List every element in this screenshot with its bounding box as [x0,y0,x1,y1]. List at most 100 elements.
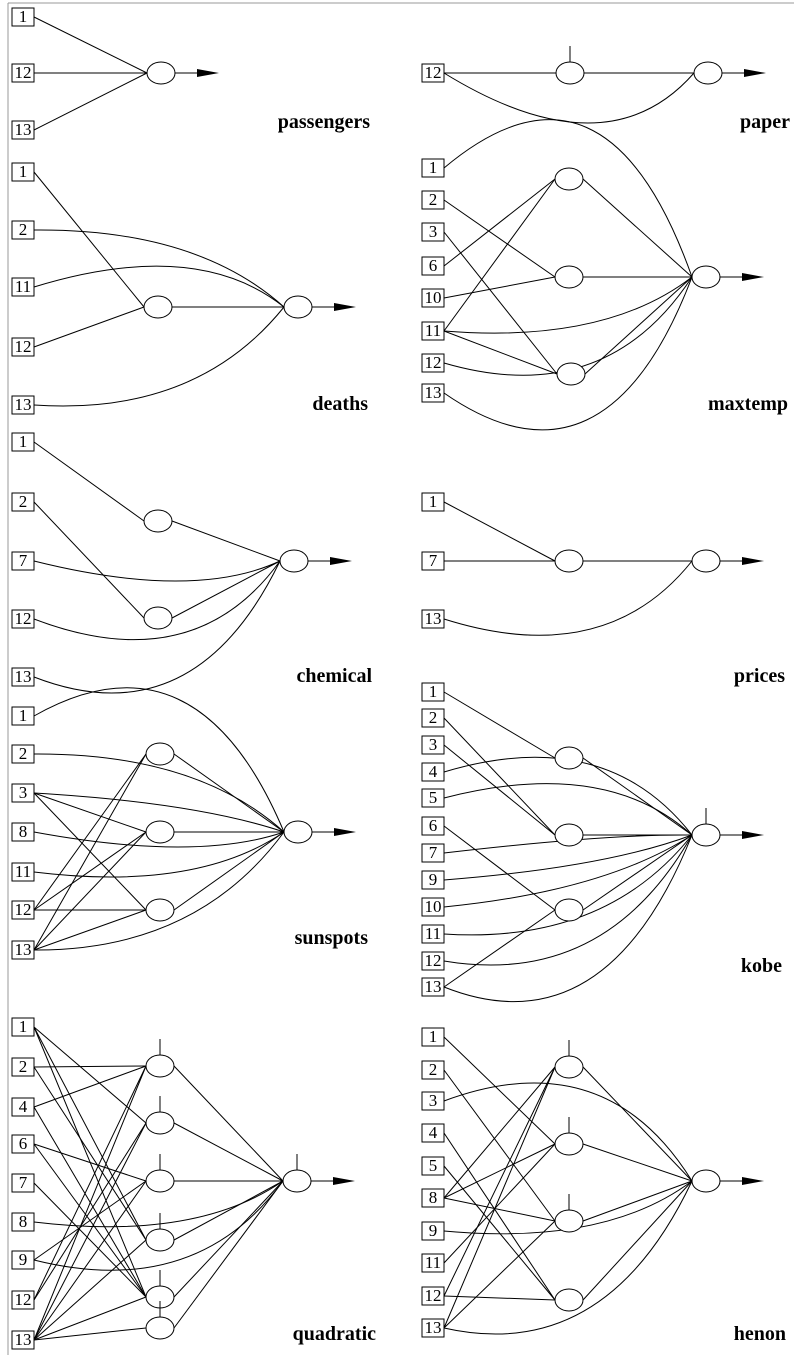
connection [173,1122,284,1182]
input-label: 8 [19,1212,28,1231]
input-label: 11 [15,277,31,296]
connection [33,753,147,951]
connection [33,501,145,619]
hidden-node [554,1132,584,1156]
output-node [282,1169,312,1193]
input-box [421,158,445,178]
input-label: 12 [15,609,32,628]
input-box [421,1156,445,1176]
connection [33,16,148,74]
connection [33,1122,147,1301]
hidden-node [143,606,173,630]
connection [443,834,693,936]
input-box [421,288,445,308]
output-node [283,295,313,319]
input-box [11,7,35,27]
input-box [11,783,35,803]
arrow-head [334,828,356,836]
connection [173,1180,284,1329]
input-label: 6 [429,816,438,835]
arrow-head [742,1177,764,1185]
connection [171,520,281,562]
connection [443,744,556,836]
input-label: 13 [15,395,32,414]
connection [582,1066,693,1182]
connection [33,1065,147,1301]
connection [33,1182,147,1298]
input-label: 10 [425,897,442,916]
hidden-node [145,820,175,844]
arrow-head [742,557,764,565]
input-box [421,897,445,917]
connection [443,909,556,988]
input-box [11,940,35,960]
input-box [11,1057,35,1077]
connection [173,1180,284,1241]
connection [443,1066,556,1199]
input-box [421,1091,445,1111]
connection [443,825,556,911]
connection [582,1180,693,1222]
input-box [11,1097,35,1117]
input-label: 2 [429,190,438,209]
input-label: 4 [429,1123,438,1142]
input-label: 2 [19,744,28,763]
connection [582,1143,693,1182]
hidden-node [554,265,584,289]
connection [33,831,285,878]
connection [33,1026,147,1124]
connection [443,783,693,836]
input-box [11,706,35,726]
input-box [11,1017,35,1037]
input-box [421,1188,445,1208]
hidden-node [145,1316,175,1340]
input-box [11,1212,35,1232]
input-box [421,222,445,242]
input-box [11,63,35,83]
output-node [279,549,309,573]
connection [443,178,556,332]
arrow-head [334,303,356,311]
input-label: 12 [425,353,442,372]
connection [33,831,285,951]
connection [33,72,148,131]
hidden-node [143,509,173,533]
panel-name: quadratic [293,1323,376,1345]
output-node [693,61,723,85]
input-box [11,667,35,687]
hidden-node [145,898,175,922]
input-box [421,63,445,83]
hidden-node [145,742,175,766]
arrow-head [744,69,766,77]
input-box [11,395,35,415]
input-label: 13 [425,609,442,628]
input-label: 13 [15,1330,32,1349]
input-label: 11 [15,862,31,881]
connection [33,1180,147,1261]
connection [582,757,693,836]
input-box [421,924,445,944]
input-label: 11 [425,1253,441,1272]
input-label: 1 [19,706,28,725]
input-label: 2 [19,492,28,511]
panel-name: kobe [741,955,782,977]
panel-name: henon [734,1323,786,1345]
connection [443,1143,556,1264]
connection [443,1180,693,1335]
input-label: 7 [19,1173,28,1192]
input-label: 8 [429,1188,438,1207]
connection [33,1296,147,1341]
input-label: 2 [429,1060,438,1079]
output-node [691,265,721,289]
connection [33,229,285,308]
connection [33,306,285,407]
input-box [421,256,445,276]
arrow-head [197,69,219,77]
input-box [421,321,445,341]
connection [33,441,145,522]
hidden-node [143,295,173,319]
input-label: 1 [429,1027,438,1046]
input-box [11,162,35,182]
connection [582,178,693,278]
input-box [421,1027,445,1047]
